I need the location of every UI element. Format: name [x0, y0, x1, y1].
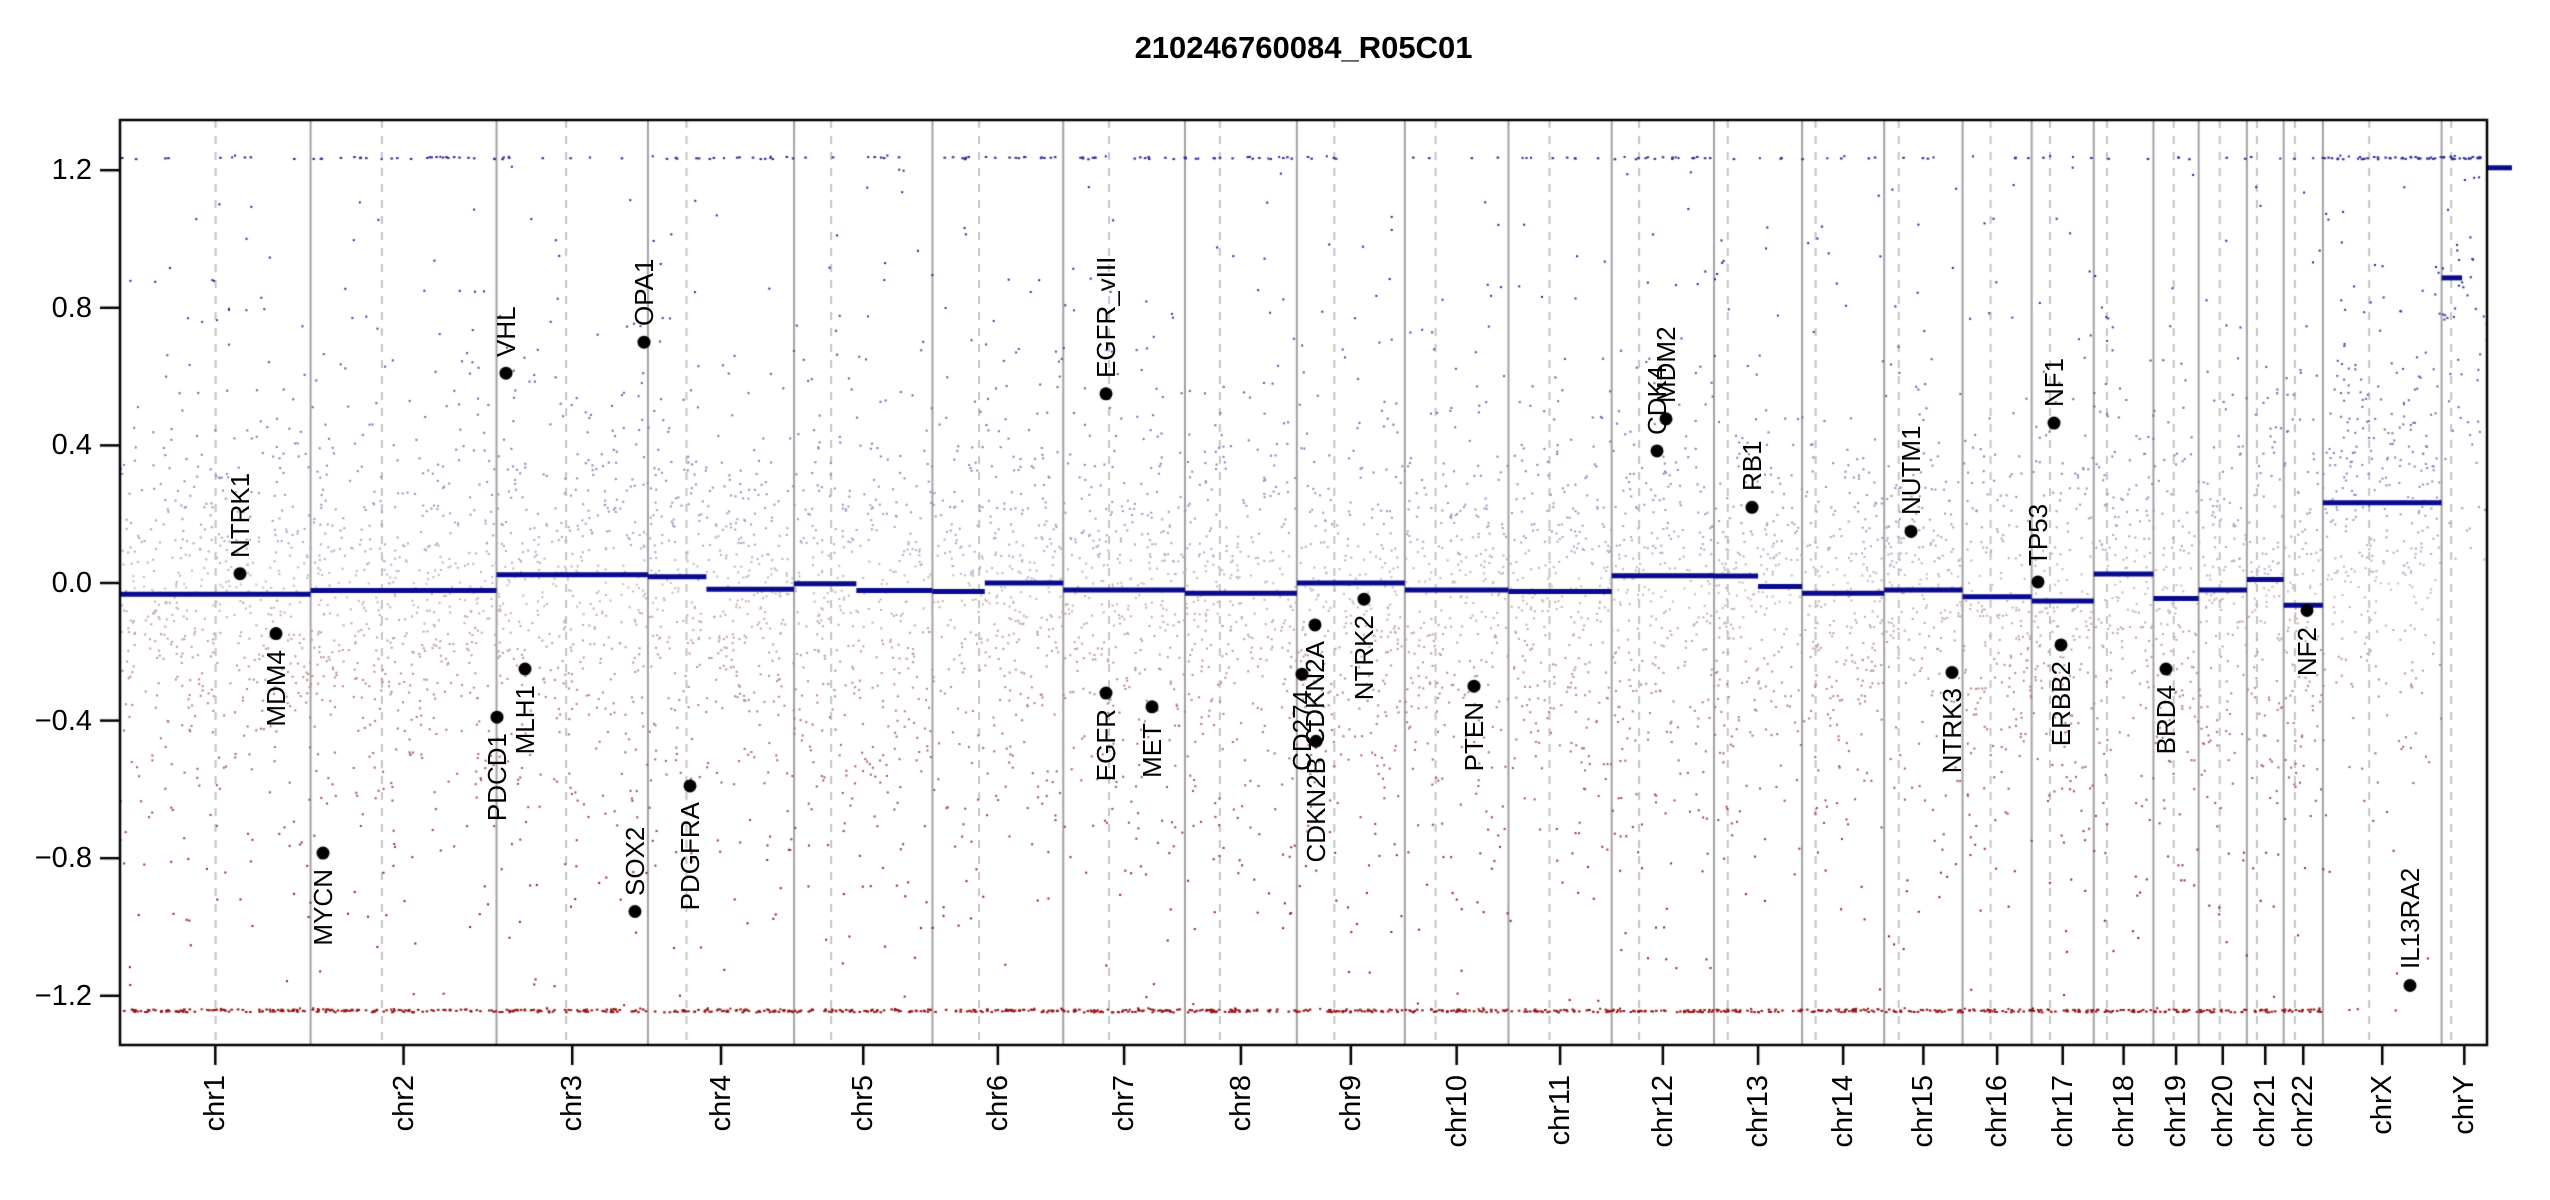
gene-label-NTRK2: NTRK2 [1349, 615, 1379, 701]
gene-label-RB1: RB1 [1737, 440, 1767, 492]
gene-label-EGFR: EGFR [1091, 709, 1121, 782]
y-tick-label-−0.8: −0.8 [34, 842, 92, 875]
gene-label-NUTM1: NUTM1 [1896, 425, 1926, 516]
plot-title: 210246760084_R05C01 [1134, 30, 1473, 65]
x-tick-label-chr20: chr20 [2206, 1075, 2239, 1148]
x-tick-label-chr13: chr13 [1742, 1075, 1775, 1148]
gene-label-TP53: TP53 [2023, 503, 2053, 566]
gene-label-MET: MET [1137, 722, 1167, 778]
x-tick-label-chr21: chr21 [2249, 1075, 2282, 1148]
gene-label-CDKN2A: CDKN2A [1300, 640, 1330, 747]
x-tick-label-chr9: chr9 [1334, 1075, 1367, 1132]
x-tick-label-chr16: chr16 [1981, 1075, 2014, 1148]
gene-label-IL13RA2: IL13RA2 [2395, 868, 2425, 970]
gene-label-MLH1: MLH1 [510, 685, 540, 755]
gene-label-EGFR_vIII: EGFR_vIII [1091, 256, 1121, 378]
x-tick-label-chr22: chr22 [2287, 1075, 2320, 1148]
y-tick-label-−0.4: −0.4 [34, 704, 92, 737]
x-tick-label-chrY: chrY [2448, 1075, 2481, 1135]
y-tick-label-1.2: 1.2 [51, 154, 92, 187]
x-tick-label-chr19: chr19 [2160, 1075, 2193, 1148]
x-tick-label-chr18: chr18 [2107, 1075, 2140, 1148]
gene-label-VHL: VHL [491, 306, 521, 358]
y-tick-label-0.8: 0.8 [51, 291, 92, 324]
x-tick-label-chr15: chr15 [1907, 1075, 1940, 1148]
x-tick-label-chr6: chr6 [981, 1075, 1014, 1132]
gene-label-NTRK3: NTRK3 [1937, 688, 1967, 774]
gene-label-NTRK1: NTRK1 [225, 472, 255, 558]
gene-label-SOX2: SOX2 [620, 826, 650, 896]
gene-label-MDM4: MDM4 [261, 649, 291, 727]
x-tick-label-chr11: chr11 [1544, 1075, 1577, 1146]
x-tick-label-chrX: chrX [2366, 1075, 2399, 1135]
y-tick-label-−1.2: −1.2 [34, 979, 92, 1012]
gene-label-ERBB2: ERBB2 [2046, 660, 2076, 747]
x-tick-label-chr5: chr5 [847, 1075, 880, 1132]
x-tick-label-chr12: chr12 [1646, 1075, 1679, 1148]
y-tick-label-0.0: 0.0 [51, 567, 92, 599]
x-tick-label-chr8: chr8 [1224, 1075, 1257, 1132]
gene-label-PDCD1: PDCD1 [482, 733, 512, 822]
y-tick-label-0.4: 0.4 [51, 429, 92, 462]
x-tick-label-chr2: chr2 [387, 1075, 420, 1132]
x-tick-label-chr14: chr14 [1827, 1075, 1860, 1148]
gene-label-NF1: NF1 [2039, 357, 2069, 408]
x-tick-label-chr17: chr17 [2046, 1075, 2079, 1148]
gene-label-NF2: NF2 [2292, 626, 2322, 676]
gene-label-CDKN2B: CDKN2B [1301, 757, 1331, 863]
x-tick-label-chr3: chr3 [556, 1075, 589, 1132]
gene-label-MDM2: MDM2 [1651, 326, 1681, 403]
x-tick-label-chr4: chr4 [705, 1075, 738, 1132]
gene-label-PTEN: PTEN [1459, 702, 1489, 772]
gene-label-MYCN: MYCN [308, 869, 338, 946]
gene-label-OPA1: OPA1 [629, 258, 659, 327]
x-tick-label-chr7: chr7 [1108, 1075, 1141, 1132]
x-tick-label-chr1: chr1 [199, 1075, 232, 1132]
x-tick-label-chr10: chr10 [1440, 1075, 1473, 1148]
gene-label-BRD4: BRD4 [2151, 685, 2181, 755]
gene-label-PDGFRA: PDGFRA [675, 801, 705, 911]
